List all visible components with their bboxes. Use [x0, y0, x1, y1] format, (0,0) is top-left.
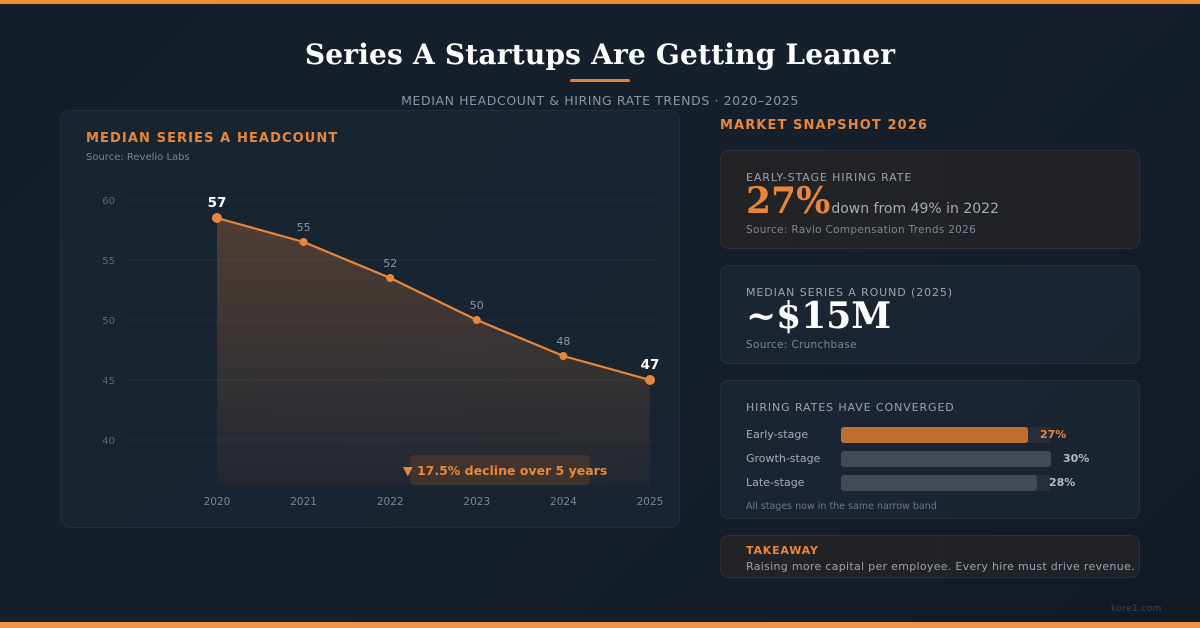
bar-row-growth-stage: Growth-stage 30%: [746, 451, 1126, 467]
bar-row-late-stage: Late-stage 28%: [746, 475, 1126, 491]
data-label: 48: [556, 335, 570, 348]
hiring-rate-card: EARLY-STAGE HIRING RATE 27% down from 49…: [720, 150, 1140, 249]
y-tick-label: 45: [102, 376, 115, 387]
bar-value: 30%: [1063, 452, 1090, 465]
bar-fill: [841, 475, 1037, 491]
chart-area-fill: [217, 218, 650, 485]
bar-track: [841, 427, 1051, 443]
x-axis-ticks: 2020 2021 2022 2023 2024 2025: [204, 496, 664, 508]
title-underline: [570, 79, 630, 82]
snapshot-heading: MARKET SNAPSHOT 2026: [720, 118, 929, 133]
data-label: 50: [470, 299, 484, 312]
bar-fill: [841, 451, 1051, 467]
x-tick-label: 2022: [377, 496, 404, 508]
round-value-row: ~$15M: [746, 298, 891, 334]
hiring-rate-value-row: 27% down from 49% in 2022: [746, 183, 999, 219]
bar-value: 28%: [1049, 476, 1076, 489]
page-title: Series A Startups Are Getting Leaner: [304, 38, 896, 71]
bar-track: [841, 475, 1051, 491]
decline-annotation: ▼ 17.5% decline over 5 years: [403, 463, 608, 478]
y-tick-label: 40: [102, 436, 115, 447]
chart-title: MEDIAN SERIES A HEADCOUNT: [86, 131, 339, 146]
data-point: [645, 375, 655, 385]
bar-track: [841, 451, 1051, 467]
round-label: MEDIAN SERIES A ROUND (2025): [746, 286, 954, 299]
data-label: 57: [208, 195, 227, 211]
y-tick-label: 60: [102, 196, 115, 207]
round-source: Source: Crunchbase: [746, 339, 857, 351]
takeaway-text: Raising more capital per employee. Every…: [746, 560, 1135, 573]
bar-row-early-stage: Early-stage 27%: [746, 427, 1126, 443]
y-axis-ticks: 60 55 50 45 40: [102, 196, 115, 447]
data-point: [559, 352, 568, 360]
x-tick-label: 2023: [463, 496, 490, 508]
bar-value: 27%: [1040, 428, 1067, 441]
converged-footnote: All stages now in the same narrow band: [746, 501, 937, 512]
watermark: kore1.com: [1111, 604, 1162, 614]
y-tick-label: 50: [102, 316, 115, 327]
bar-label: Early-stage: [746, 428, 809, 441]
x-tick-label: 2020: [204, 496, 231, 508]
bar-label: Late-stage: [746, 476, 805, 489]
x-tick-label: 2021: [290, 496, 317, 508]
round-value: ~$15M: [746, 295, 892, 337]
series-a-round-card: MEDIAN SERIES A ROUND (2025) ~$15M Sourc…: [720, 265, 1140, 364]
data-point: [472, 316, 481, 324]
hiring-rate-source: Source: Ravio Compensation Trends 2026: [746, 224, 977, 236]
data-point: [386, 274, 395, 282]
decline-annotation-box: [410, 455, 590, 485]
chart-source: Source: Revelio Labs: [86, 152, 190, 163]
top-accent-bar: [0, 0, 1200, 4]
converged-rates-card: HIRING RATES HAVE CONVERGED Early-stage …: [720, 380, 1140, 519]
bar-label: Growth-stage: [746, 452, 821, 465]
x-tick-label: 2024: [550, 496, 577, 508]
takeaway-card: TAKEAWAY Raising more capital per employ…: [720, 535, 1140, 578]
data-label: 47: [641, 357, 660, 373]
y-tick-label: 55: [102, 256, 115, 267]
data-point: [212, 213, 222, 223]
page-subtitle: MEDIAN HEADCOUNT & HIRING RATE TRENDS · …: [401, 93, 799, 108]
hiring-rate-label: EARLY-STAGE HIRING RATE: [746, 171, 913, 184]
chart-data-labels: 57 55 52 50 48 47: [208, 195, 660, 373]
data-label: 55: [297, 221, 311, 234]
chart-data-points: [212, 213, 655, 385]
x-tick-label: 2025: [637, 496, 664, 508]
data-point: [299, 238, 308, 246]
hiring-rate-note: down from 49% in 2022: [831, 201, 999, 217]
chart-line: [216, 216, 651, 382]
takeaway-title: TAKEAWAY: [746, 544, 819, 557]
hiring-rate-value: 27%: [746, 180, 831, 222]
converged-label: HIRING RATES HAVE CONVERGED: [746, 401, 955, 414]
data-label: 52: [383, 257, 397, 270]
bottom-accent-bar: [0, 622, 1200, 628]
bar-fill: [841, 427, 1028, 443]
